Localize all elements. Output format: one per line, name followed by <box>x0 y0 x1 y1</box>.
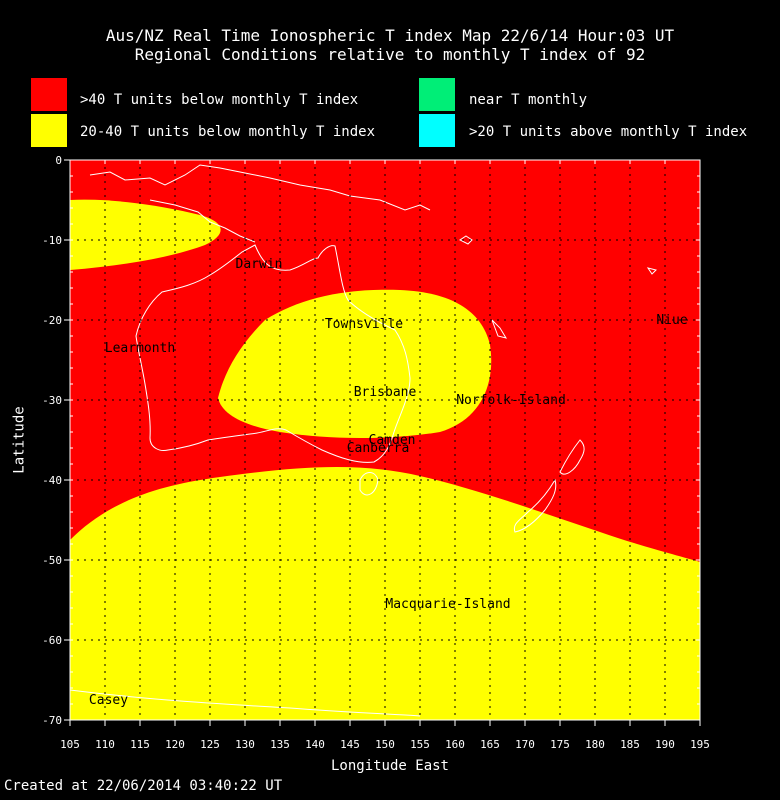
x-tick-label: 130 <box>235 738 255 751</box>
plot-frame <box>69 159 701 721</box>
x-tick-label: 160 <box>445 738 465 751</box>
yellow-region-south <box>70 467 700 720</box>
place-label: Macquarie-Island <box>385 597 510 612</box>
map-title: Aus/NZ Real Time Ionospheric T index Map… <box>105 26 675 45</box>
place-label: Camden <box>369 433 416 448</box>
x-tick-label: 170 <box>515 738 535 751</box>
legend-swatch-yellow <box>31 114 67 147</box>
place-label: Brisbane <box>354 385 417 400</box>
y-tick-label: -40 <box>42 474 62 487</box>
place-label: Townsville <box>325 317 403 332</box>
x-tick-label: 110 <box>95 738 115 751</box>
map-subtitle: Regional Conditions relative to monthly … <box>134 45 646 64</box>
x-tick-label: 175 <box>550 738 570 751</box>
x-tick-label: 135 <box>270 738 290 751</box>
x-tick-label: 185 <box>620 738 640 751</box>
y-tick-label: -20 <box>42 314 62 327</box>
x-tick-label: 105 <box>60 738 80 751</box>
x-tick-label: 120 <box>165 738 185 751</box>
created-timestamp: Created at 22/06/2014 03:40:22 UT <box>4 778 283 794</box>
legend-swatch-cyan <box>419 114 455 147</box>
x-tick-label: 150 <box>375 738 395 751</box>
x-tick-labels: 105 110 115 120 125 130 135 140 145 150 155 160 165 1… <box>60 738 710 751</box>
y-tick-label: -60 <box>42 634 62 647</box>
place-label: Niue <box>656 313 687 328</box>
x-tick-label: 155 <box>410 738 430 751</box>
place-label: Casey <box>89 693 128 708</box>
x-tick-label: 165 <box>480 738 500 751</box>
legend-label-red: >40 T units below monthly T index <box>80 92 359 108</box>
x-axis-label: Longitude East <box>330 758 449 774</box>
y-tick-label: -30 <box>42 394 62 407</box>
yellow-region-central <box>218 289 492 438</box>
x-tick-label: 125 <box>200 738 220 751</box>
x-tick-label: 195 <box>690 738 710 751</box>
y-tick-label: -10 <box>42 234 62 247</box>
y-tick-labels: 0 -10 -20 -30 -40 -50 -60 -70 <box>42 154 62 727</box>
x-tick-label: 145 <box>340 738 360 751</box>
map-grid <box>70 160 700 720</box>
place-label: Learmonth <box>105 341 175 356</box>
place-label: Canberra <box>347 441 410 456</box>
y-tick-label: 0 <box>55 154 62 167</box>
x-tick-label: 115 <box>130 738 150 751</box>
yellow-region-northwest <box>70 199 221 270</box>
place-label: Norfolk-Island <box>456 393 566 408</box>
y-tick-label: -70 <box>42 714 62 727</box>
x-tick-label: 180 <box>585 738 605 751</box>
place-label: Darwin <box>236 257 283 272</box>
legend-label-green: near T monthly <box>469 92 588 108</box>
x-tick-label: 190 <box>655 738 675 751</box>
legend-swatch-green <box>419 78 455 111</box>
legend-swatch-red <box>31 78 67 111</box>
legend-label-yellow: 20-40 T units below monthly T index <box>80 124 376 140</box>
coastlines <box>70 164 657 717</box>
x-tick-label: 140 <box>305 738 325 751</box>
legend-label-cyan: >20 T units above monthly T index <box>469 124 748 140</box>
y-axis-label: Latitude <box>11 406 28 474</box>
y-tick-label: -50 <box>42 554 62 567</box>
place-labels: Darwin Townsville Niue Learmonth Brisbane Nor… <box>89 257 688 708</box>
